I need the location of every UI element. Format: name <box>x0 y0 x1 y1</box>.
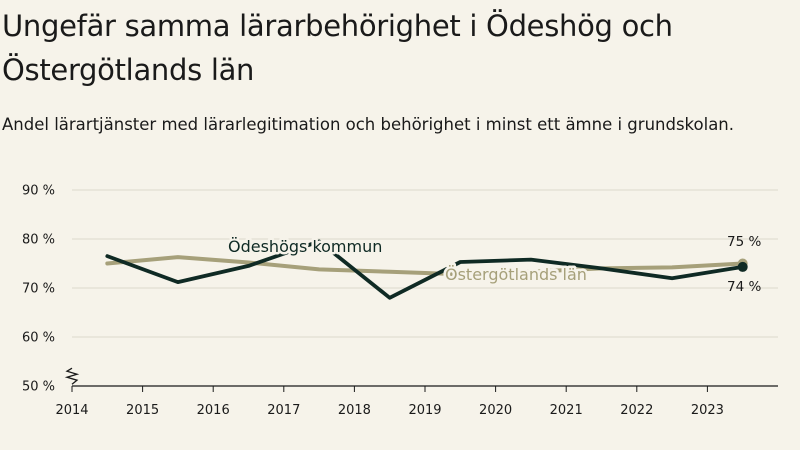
series-labels: Ödeshögs kommun Östergötlands län 75 % 74 % <box>226 234 762 295</box>
series-line-lan <box>105 255 745 277</box>
series-label-lan: Östergötlands län <box>445 265 587 284</box>
end-value-label-kommun: 74 % <box>727 279 761 295</box>
axis-break-icon <box>64 367 80 385</box>
x-tick-label: 2019 <box>408 403 441 418</box>
x-axis <box>64 367 778 387</box>
y-tick-label: 60 % <box>22 331 55 346</box>
x-tick-label: 2018 <box>338 403 371 418</box>
y-tick-label: 90 % <box>22 184 55 199</box>
x-tick-label: 2021 <box>550 403 583 418</box>
x-tick-label: 2023 <box>691 403 724 418</box>
end-value-label-lan: 75 % <box>727 234 761 250</box>
y-axis-ticks: 50 % 60 % 70 % 80 % 90 % <box>22 184 55 395</box>
y-tick-label: 50 % <box>22 380 55 395</box>
x-axis-ticks: 2014 2015 2016 2017 2018 2019 2020 2021 2022 2023 <box>55 386 724 418</box>
series-lines <box>105 239 748 300</box>
x-tick-label: 2015 <box>126 403 159 418</box>
x-tick-label: 2017 <box>267 403 300 418</box>
series-label-kommun: Ödeshögs kommun <box>228 237 382 256</box>
y-tick-label: 80 % <box>22 233 55 248</box>
y-tick-label: 70 % <box>22 282 55 297</box>
series-line-kommun <box>105 239 745 300</box>
gridlines <box>72 189 778 338</box>
x-tick-label: 2014 <box>55 403 88 418</box>
x-tick-label: 2020 <box>479 403 512 418</box>
x-tick-label: 2016 <box>197 403 230 418</box>
chart-title: Ungefär samma lärarbehörighet i Ödeshög … <box>2 9 673 87</box>
chart-subtitle: Andel lärartjänster med lärarlegitimatio… <box>2 115 735 134</box>
x-tick-label: 2022 <box>620 403 653 418</box>
series-line-kommun-end-point <box>737 261 748 272</box>
